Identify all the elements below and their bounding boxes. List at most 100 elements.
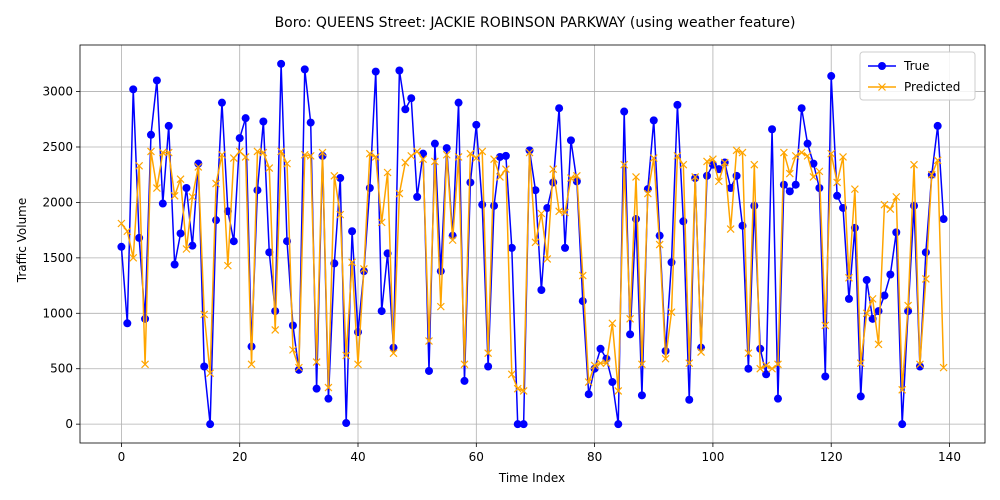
data-point-true [229,237,238,246]
data-point-true [537,286,546,295]
data-point-predicted [638,360,646,369]
data-point-true [797,104,806,113]
data-point-predicted [371,153,380,161]
data-point-predicted [223,261,232,270]
data-point-true [395,66,404,75]
data-point-predicted [614,386,623,395]
data-point-true [874,307,883,316]
data-point-true [288,321,297,330]
data-point-predicted [419,155,427,164]
y-tick-label: 1500 [42,251,73,265]
data-point-true [561,243,570,252]
data-point-predicted [525,148,534,157]
data-point-predicted [726,225,735,233]
data-point-true [915,362,924,371]
data-point-true [365,184,374,193]
data-point-true [785,187,794,196]
data-point-predicted [596,359,605,368]
x-tick-label: 60 [469,450,484,464]
x-axis-label: Time Index [498,471,565,485]
data-point-true [910,201,919,210]
data-point-predicted [578,271,587,280]
data-point-predicted [661,354,670,363]
data-point-predicted [708,155,717,164]
data-point-true [478,200,487,209]
data-point-true [620,107,629,116]
data-point-predicted [667,308,676,317]
data-point-predicted [164,148,173,157]
data-point-predicted [324,383,333,392]
data-point-true [277,59,286,68]
data-point-predicted [472,154,481,163]
data-point-true [933,121,942,130]
data-point-predicted [129,253,138,262]
data-point-true [117,242,126,251]
data-point-predicted [389,349,398,358]
data-point-true [235,134,244,143]
data-point-predicted [880,200,889,209]
data-point-predicted [170,191,179,200]
data-point-true [892,228,901,237]
data-point-predicted [714,177,723,186]
x-tick-label: 20 [232,450,247,464]
data-point-predicted [732,146,741,155]
legend-item-true: True [868,59,930,73]
data-point-predicted [691,173,700,181]
data-point-true [809,159,818,168]
data-point-predicted [868,294,877,303]
data-point-predicted [229,154,238,163]
data-point-predicted [430,157,439,166]
data-point-true [294,365,303,374]
data-point-predicted [395,189,404,198]
data-point-predicted [892,192,901,201]
data-point-predicted [821,321,830,330]
data-point-predicted [862,309,871,318]
data-point-true [129,85,138,94]
legend-box [859,51,976,101]
y-tick-label: 0 [65,417,73,431]
data-point-true [348,227,357,236]
data-point-predicted [454,153,463,161]
data-point-predicted [212,179,220,188]
data-point-true [898,420,907,429]
data-point-predicted [762,361,771,370]
legend-label: True [903,59,930,73]
data-point-predicted [460,360,469,369]
data-point-predicted [152,184,161,192]
data-point-true [436,267,445,276]
data-point-predicted [779,148,788,157]
data-point-true [750,201,759,210]
data-point-predicted [673,151,682,160]
data-point-predicted [904,301,913,310]
data-point-predicted [407,151,416,160]
x-tick-label: 100 [701,450,724,464]
data-point-predicted [756,364,765,373]
data-point-true [413,192,422,201]
data-point-true [525,146,534,155]
data-point-true [466,178,475,187]
data-point-predicted [123,227,132,236]
data-point-true [762,370,771,379]
data-point-predicted [200,310,209,319]
data-point-true [300,65,309,74]
data-point-predicted [365,149,374,158]
x-tick-label: 0 [118,450,126,464]
y-tick-label: 2500 [42,140,73,154]
data-point-predicted [874,340,883,349]
data-point-predicted [259,148,268,157]
legend-item-predicted: Predicted [868,80,960,94]
data-point-predicted [697,348,706,357]
data-point-predicted [436,302,445,311]
series-layer [117,59,948,429]
data-point-predicted [685,359,694,368]
data-point-predicted [176,175,185,184]
data-point-true [673,100,682,109]
data-point-true [158,199,167,208]
data-point-true [501,151,510,160]
data-point-true [513,420,522,429]
data-point-true [803,139,812,148]
x-tick-label: 80 [587,450,602,464]
data-point-predicted [383,168,392,177]
